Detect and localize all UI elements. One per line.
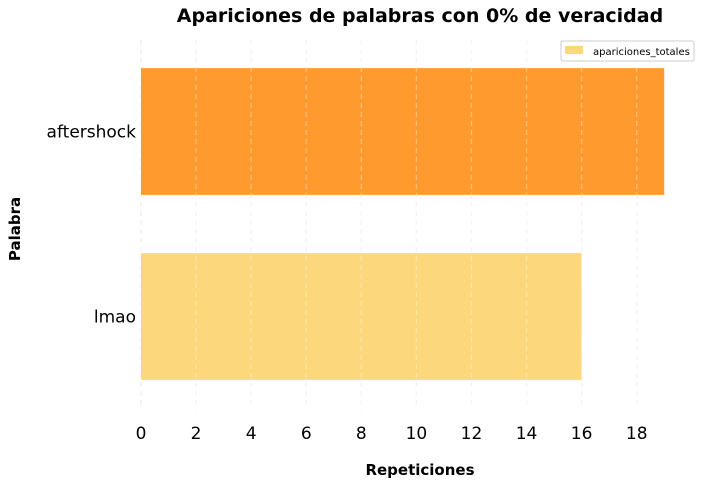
x-tick-label: 0 xyxy=(136,424,147,444)
bar xyxy=(141,68,665,195)
x-tick-label: 12 xyxy=(461,424,483,444)
x-tick-label: 8 xyxy=(356,424,367,444)
legend-box xyxy=(560,40,695,62)
x-tick-labels: 0 2 4 6 8 10 12 14 16 18 xyxy=(136,424,648,444)
grid-lines-overlay xyxy=(195,40,638,410)
bars xyxy=(141,68,665,380)
legend-swatch xyxy=(565,46,583,54)
y-tick-labels: aftershock lmao xyxy=(47,123,137,328)
chart-title: Apariciones de palabras con 0% de veraci… xyxy=(177,5,663,27)
x-tick-label: 16 xyxy=(571,424,593,444)
y-tick-label: lmao xyxy=(94,308,136,328)
x-tick-label: 6 xyxy=(301,424,312,444)
legend: apariciones_totales xyxy=(560,40,695,62)
x-tick-label: 14 xyxy=(516,424,538,444)
bar xyxy=(141,253,582,380)
x-tick-label: 18 xyxy=(626,424,648,444)
y-tick-label: aftershock xyxy=(47,123,137,143)
x-tick-label: 4 xyxy=(246,424,257,444)
x-tick-label: 2 xyxy=(191,424,202,444)
legend-label: apariciones_totales xyxy=(593,47,690,58)
x-tick-label: 10 xyxy=(406,424,428,444)
x-axis-label: Repeticiones xyxy=(365,461,474,479)
y-axis-label: Palabra xyxy=(6,197,24,261)
